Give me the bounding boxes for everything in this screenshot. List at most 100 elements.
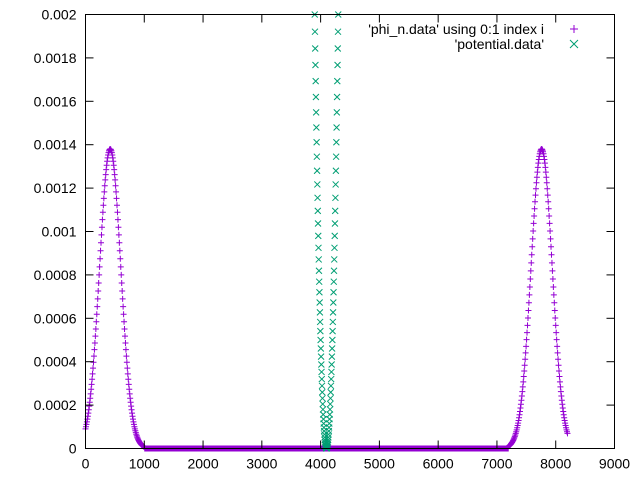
- data-point: [314, 194, 321, 202]
- data-point: [318, 382, 326, 390]
- data-point: [315, 278, 323, 286]
- data-point: [315, 267, 323, 275]
- data-point: [314, 232, 322, 240]
- data-point: [521, 368, 528, 375]
- data-point: [555, 356, 562, 363]
- data-point: [542, 169, 549, 176]
- data-point: [543, 174, 550, 181]
- data-point: [334, 61, 341, 69]
- data-point: [532, 192, 539, 199]
- data-point: [530, 228, 537, 235]
- data-point: [99, 216, 106, 223]
- data-point: [317, 353, 325, 361]
- data-point: [520, 378, 527, 385]
- data-point: [115, 224, 122, 231]
- data-point: [326, 406, 334, 413]
- y-tick-label: 0: [69, 441, 77, 457]
- series-potential: [311, 11, 342, 452]
- data-point: [530, 220, 537, 227]
- y-tick-label: 0.0016: [34, 93, 77, 109]
- data-point: [319, 394, 326, 402]
- x-tick-label: 9000: [599, 456, 630, 472]
- legend: 'phi_n.data' using 0:1 index i'potential…: [368, 21, 579, 52]
- data-point: [519, 383, 526, 390]
- data-point: [520, 373, 527, 380]
- data-point: [328, 353, 336, 361]
- data-point: [123, 353, 130, 360]
- data-point: [548, 251, 555, 258]
- data-point: [318, 388, 326, 396]
- data-point: [329, 309, 337, 316]
- data-point: [93, 311, 100, 318]
- data-point: [533, 174, 540, 181]
- data-point: [102, 176, 109, 183]
- data-point: [98, 224, 105, 231]
- data-point: [550, 283, 557, 290]
- data-point: [556, 368, 563, 375]
- data-point: [100, 202, 107, 209]
- data-point: [327, 375, 335, 383]
- data-point: [100, 195, 107, 202]
- x-tick-label: 1000: [129, 456, 160, 472]
- data-point: [118, 271, 125, 278]
- y-axis: 0 0.0002 0.0004 0.0006 0.0008 0.001 0.0012 0.00…: [34, 7, 615, 457]
- data-point: [555, 362, 562, 369]
- data-point: [544, 192, 551, 199]
- x-tick-label: 7000: [481, 456, 512, 472]
- data-point: [522, 349, 529, 356]
- data-point: [331, 232, 339, 240]
- data-point: [332, 181, 340, 188]
- x-tick-label: 2000: [187, 456, 218, 472]
- data-point: [551, 299, 558, 306]
- data-point: [532, 198, 539, 205]
- data-point: [116, 247, 123, 254]
- data-point: [529, 235, 536, 242]
- data-point: [93, 318, 100, 325]
- data-point: [313, 181, 321, 188]
- data-point: [317, 345, 325, 352]
- data-point: [114, 202, 121, 209]
- data-point: [120, 311, 127, 318]
- data-point: [97, 247, 104, 254]
- data-point: [325, 434, 332, 441]
- data-point: [114, 209, 121, 216]
- data-point: [96, 263, 103, 270]
- data-point: [545, 205, 552, 212]
- data-point: [525, 307, 532, 314]
- data-point: [329, 318, 337, 326]
- y-tick-label: 0.0008: [34, 267, 77, 283]
- data-point: [324, 436, 332, 444]
- data-point: [330, 256, 338, 263]
- data-point: [95, 287, 102, 294]
- data-point: [333, 109, 341, 116]
- data-point: [531, 205, 538, 212]
- data-point: [90, 359, 97, 366]
- x-tick-label: 6000: [423, 456, 454, 472]
- data-point: [90, 353, 97, 360]
- data-point: [332, 153, 340, 161]
- data-point: [120, 303, 127, 310]
- data-point: [314, 220, 322, 227]
- data-point: [533, 179, 540, 186]
- data-point: [94, 295, 101, 302]
- data-point: [549, 267, 556, 274]
- data-point: [317, 361, 325, 368]
- data-point: [112, 182, 119, 189]
- data-point: [114, 216, 121, 223]
- data-point: [333, 77, 341, 85]
- data-point: [526, 283, 533, 290]
- data-point: [531, 212, 538, 219]
- data-point: [330, 267, 338, 275]
- data-point: [569, 39, 579, 49]
- data-point: [313, 138, 320, 146]
- x-tick-label: 8000: [540, 456, 571, 472]
- data-point: [121, 318, 128, 325]
- data-point: [524, 315, 531, 322]
- data-point: [332, 194, 339, 202]
- x-tick-label: 5000: [364, 456, 395, 472]
- data-point: [329, 336, 336, 344]
- data-point: [317, 327, 324, 335]
- data-point: [116, 239, 123, 246]
- data-point: [528, 251, 535, 258]
- data-point: [313, 153, 321, 161]
